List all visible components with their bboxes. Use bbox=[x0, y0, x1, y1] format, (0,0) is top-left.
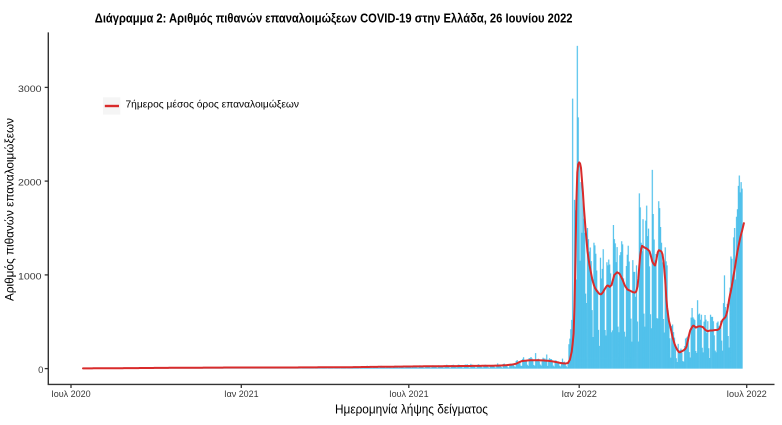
svg-text:Ιουλ 2021: Ιουλ 2021 bbox=[389, 389, 429, 400]
svg-text:1000: 1000 bbox=[18, 271, 42, 282]
svg-text:Ιαν 2021: Ιαν 2021 bbox=[224, 389, 259, 400]
svg-text:0: 0 bbox=[38, 365, 43, 376]
svg-text:Ιαν 2022: Ιαν 2022 bbox=[562, 389, 597, 400]
svg-text:Ημερομηνία λήψης δείγματος: Ημερομηνία λήψης δείγματος bbox=[335, 401, 488, 416]
svg-text:7ήμερος μέσος όρος επαναλοιμώξ: 7ήμερος μέσος όρος επαναλοιμώξεων bbox=[126, 99, 300, 111]
svg-text:3000: 3000 bbox=[18, 84, 42, 95]
svg-text:Ιουλ 2022: Ιουλ 2022 bbox=[727, 389, 767, 400]
svg-text:Ιουλ 2020: Ιουλ 2020 bbox=[51, 389, 90, 400]
svg-text:2000: 2000 bbox=[18, 178, 42, 189]
svg-text:Διάγραμμα 2: Αριθμός πιθανών ε: Διάγραμμα 2: Αριθμός πιθανών επαναλοιμώξ… bbox=[95, 11, 573, 26]
svg-text:Αριθμός πιθανών επαναλοιμώξεων: Αριθμός πιθανών επαναλοιμώξεων bbox=[4, 118, 16, 301]
